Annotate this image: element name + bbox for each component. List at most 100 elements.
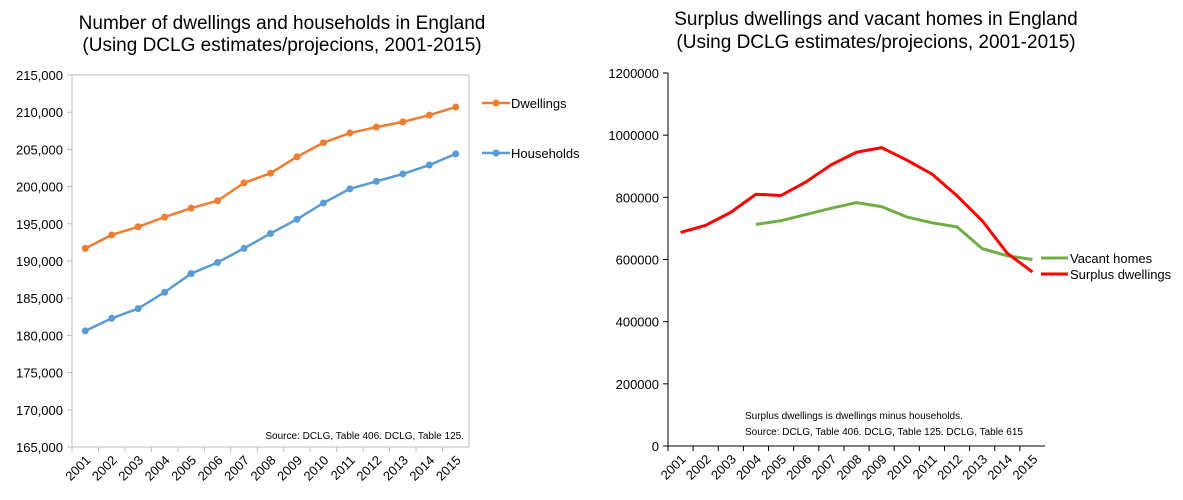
surplus-vacant-svg: Surplus dwellings and vacant homes in En…: [608, 9, 1172, 483]
x-axis: 2001200220032004200520062007200820092010…: [658, 445, 1045, 483]
dwellings-point: [319, 139, 327, 147]
series-layer: [81, 103, 460, 335]
dwellings-point: [161, 213, 169, 221]
x-tick-label: 2004: [733, 452, 764, 483]
households-point: [214, 258, 222, 266]
x-tick-label: 2010: [300, 453, 331, 484]
dwellings-point: [81, 244, 89, 252]
definition-note: Surplus dwellings is dwellings minus hou…: [745, 411, 963, 422]
x-tick-label: 2002: [89, 453, 120, 484]
x-tick-label: 2012: [353, 453, 384, 484]
households-point: [161, 288, 169, 296]
households-point: [187, 270, 195, 278]
dwellings-point: [187, 204, 195, 212]
dwellings-point: [293, 153, 301, 161]
legend: Dwellings Households: [482, 96, 580, 161]
y-tick-label: 200,000: [16, 180, 63, 195]
x-tick-label: 2006: [195, 453, 226, 484]
x-tick-label: 2015: [1009, 452, 1040, 483]
x-tick-label: 2009: [274, 453, 305, 484]
y-tick-label: 400000: [616, 315, 659, 330]
y-tick-label: 205,000: [16, 142, 63, 157]
x-tick-label: 2008: [834, 452, 865, 483]
x-tick-label: 2015: [433, 453, 464, 484]
y-tick-label: 215,000: [16, 68, 63, 83]
dwellings-legend-marker: [492, 99, 500, 107]
surplus-dwellings-legend-label: Surplus dwellings: [1070, 267, 1172, 282]
households-point: [372, 177, 380, 185]
x-axis: 2001200220032004200520062007200820092010…: [62, 447, 464, 484]
dwellings-point: [425, 111, 433, 119]
x-tick-label: 2004: [142, 453, 173, 484]
dwellings-legend-label: Dwellings: [511, 96, 567, 111]
x-tick-label: 2014: [406, 453, 437, 484]
households-legend-marker: [492, 149, 500, 157]
y-tick-label: 180,000: [16, 328, 63, 343]
x-tick-label: 2001: [658, 452, 689, 483]
households-point: [452, 150, 460, 158]
households-point: [240, 244, 248, 252]
dwellings-point: [267, 169, 274, 177]
x-tick-label: 2005: [168, 453, 199, 484]
x-tick-label: 2011: [328, 453, 358, 483]
x-tick-label: 2009: [859, 452, 890, 483]
y-tick-label: 185,000: [16, 291, 63, 306]
chart-title: Number of dwellings and households in En…: [79, 13, 486, 34]
y-tick-label: 170,000: [16, 403, 63, 418]
x-tick-label: 2006: [783, 452, 814, 483]
households-point: [346, 185, 354, 193]
y-tick-label: 210,000: [16, 105, 63, 120]
y-tick-label: 1200000: [608, 66, 659, 81]
series-layer: [680, 146, 1034, 274]
plot-area: [71, 74, 470, 448]
y-tick-label: 195,000: [16, 217, 63, 232]
dwellings-point: [346, 129, 354, 137]
households-point: [267, 229, 274, 237]
y-tick-label: 0: [652, 439, 659, 454]
x-tick-label: 2008: [248, 453, 279, 484]
y-tick-label: 800000: [616, 190, 659, 205]
households-line: [84, 152, 457, 333]
y-tick-label: 200000: [616, 377, 659, 392]
dwellings-households-chart: Number of dwellings and households in En…: [0, 0, 590, 495]
households-point: [81, 327, 89, 335]
y-tick-label: 1000000: [608, 128, 659, 143]
x-tick-label: 2011: [910, 452, 940, 482]
vacant-homes-line: [755, 201, 1033, 261]
source-note: Source: DCLG, Table 406. DCLG, Table 125…: [265, 431, 464, 442]
dwellings-point: [399, 118, 407, 126]
x-tick-label: 2014: [984, 452, 1015, 483]
dwellings-point: [372, 123, 380, 131]
x-tick-label: 2007: [808, 452, 839, 483]
x-tick-label: 2002: [683, 452, 714, 483]
x-tick-label: 2003: [708, 452, 739, 483]
chart-subtitle: (Using DCLG estimates/projecions, 2001-2…: [676, 32, 1075, 53]
source-note: Source: DCLG, Table 406. DCLG, Table 125…: [745, 427, 1023, 438]
x-tick-label: 2005: [758, 452, 789, 483]
households-legend-label: Households: [511, 146, 580, 161]
dwellings-point: [452, 103, 460, 111]
households-point: [108, 314, 116, 322]
y-tick-label: 600000: [616, 253, 659, 268]
y-axis: 165,000 170,000 175,000 180,000 185,000 190,0…: [16, 68, 72, 455]
y-tick-label: 190,000: [16, 254, 63, 269]
x-tick-label: 2013: [959, 452, 990, 483]
dwellings-point: [240, 179, 248, 187]
x-tick-label: 2013: [380, 453, 411, 484]
y-axis: 0 200000 400000 600000 800000 1000000 1200000: [608, 66, 669, 454]
dwellings-point: [108, 231, 116, 239]
dwellings-households-svg: Number of dwellings and households in En…: [16, 13, 580, 484]
dwellings-point: [214, 197, 222, 205]
y-tick-label: 165,000: [16, 440, 63, 455]
chart-subtitle: (Using DCLG estimates/projecions, 2001-2…: [82, 35, 481, 56]
households-point: [399, 170, 407, 178]
households-point: [319, 199, 327, 207]
y-tick-label: 175,000: [16, 366, 63, 381]
households-point: [425, 161, 433, 169]
x-tick-label: 2003: [115, 453, 146, 484]
households-point: [134, 305, 142, 313]
x-tick-label: 2010: [884, 452, 915, 483]
x-tick-label: 2012: [934, 452, 965, 483]
households-point: [293, 215, 301, 223]
